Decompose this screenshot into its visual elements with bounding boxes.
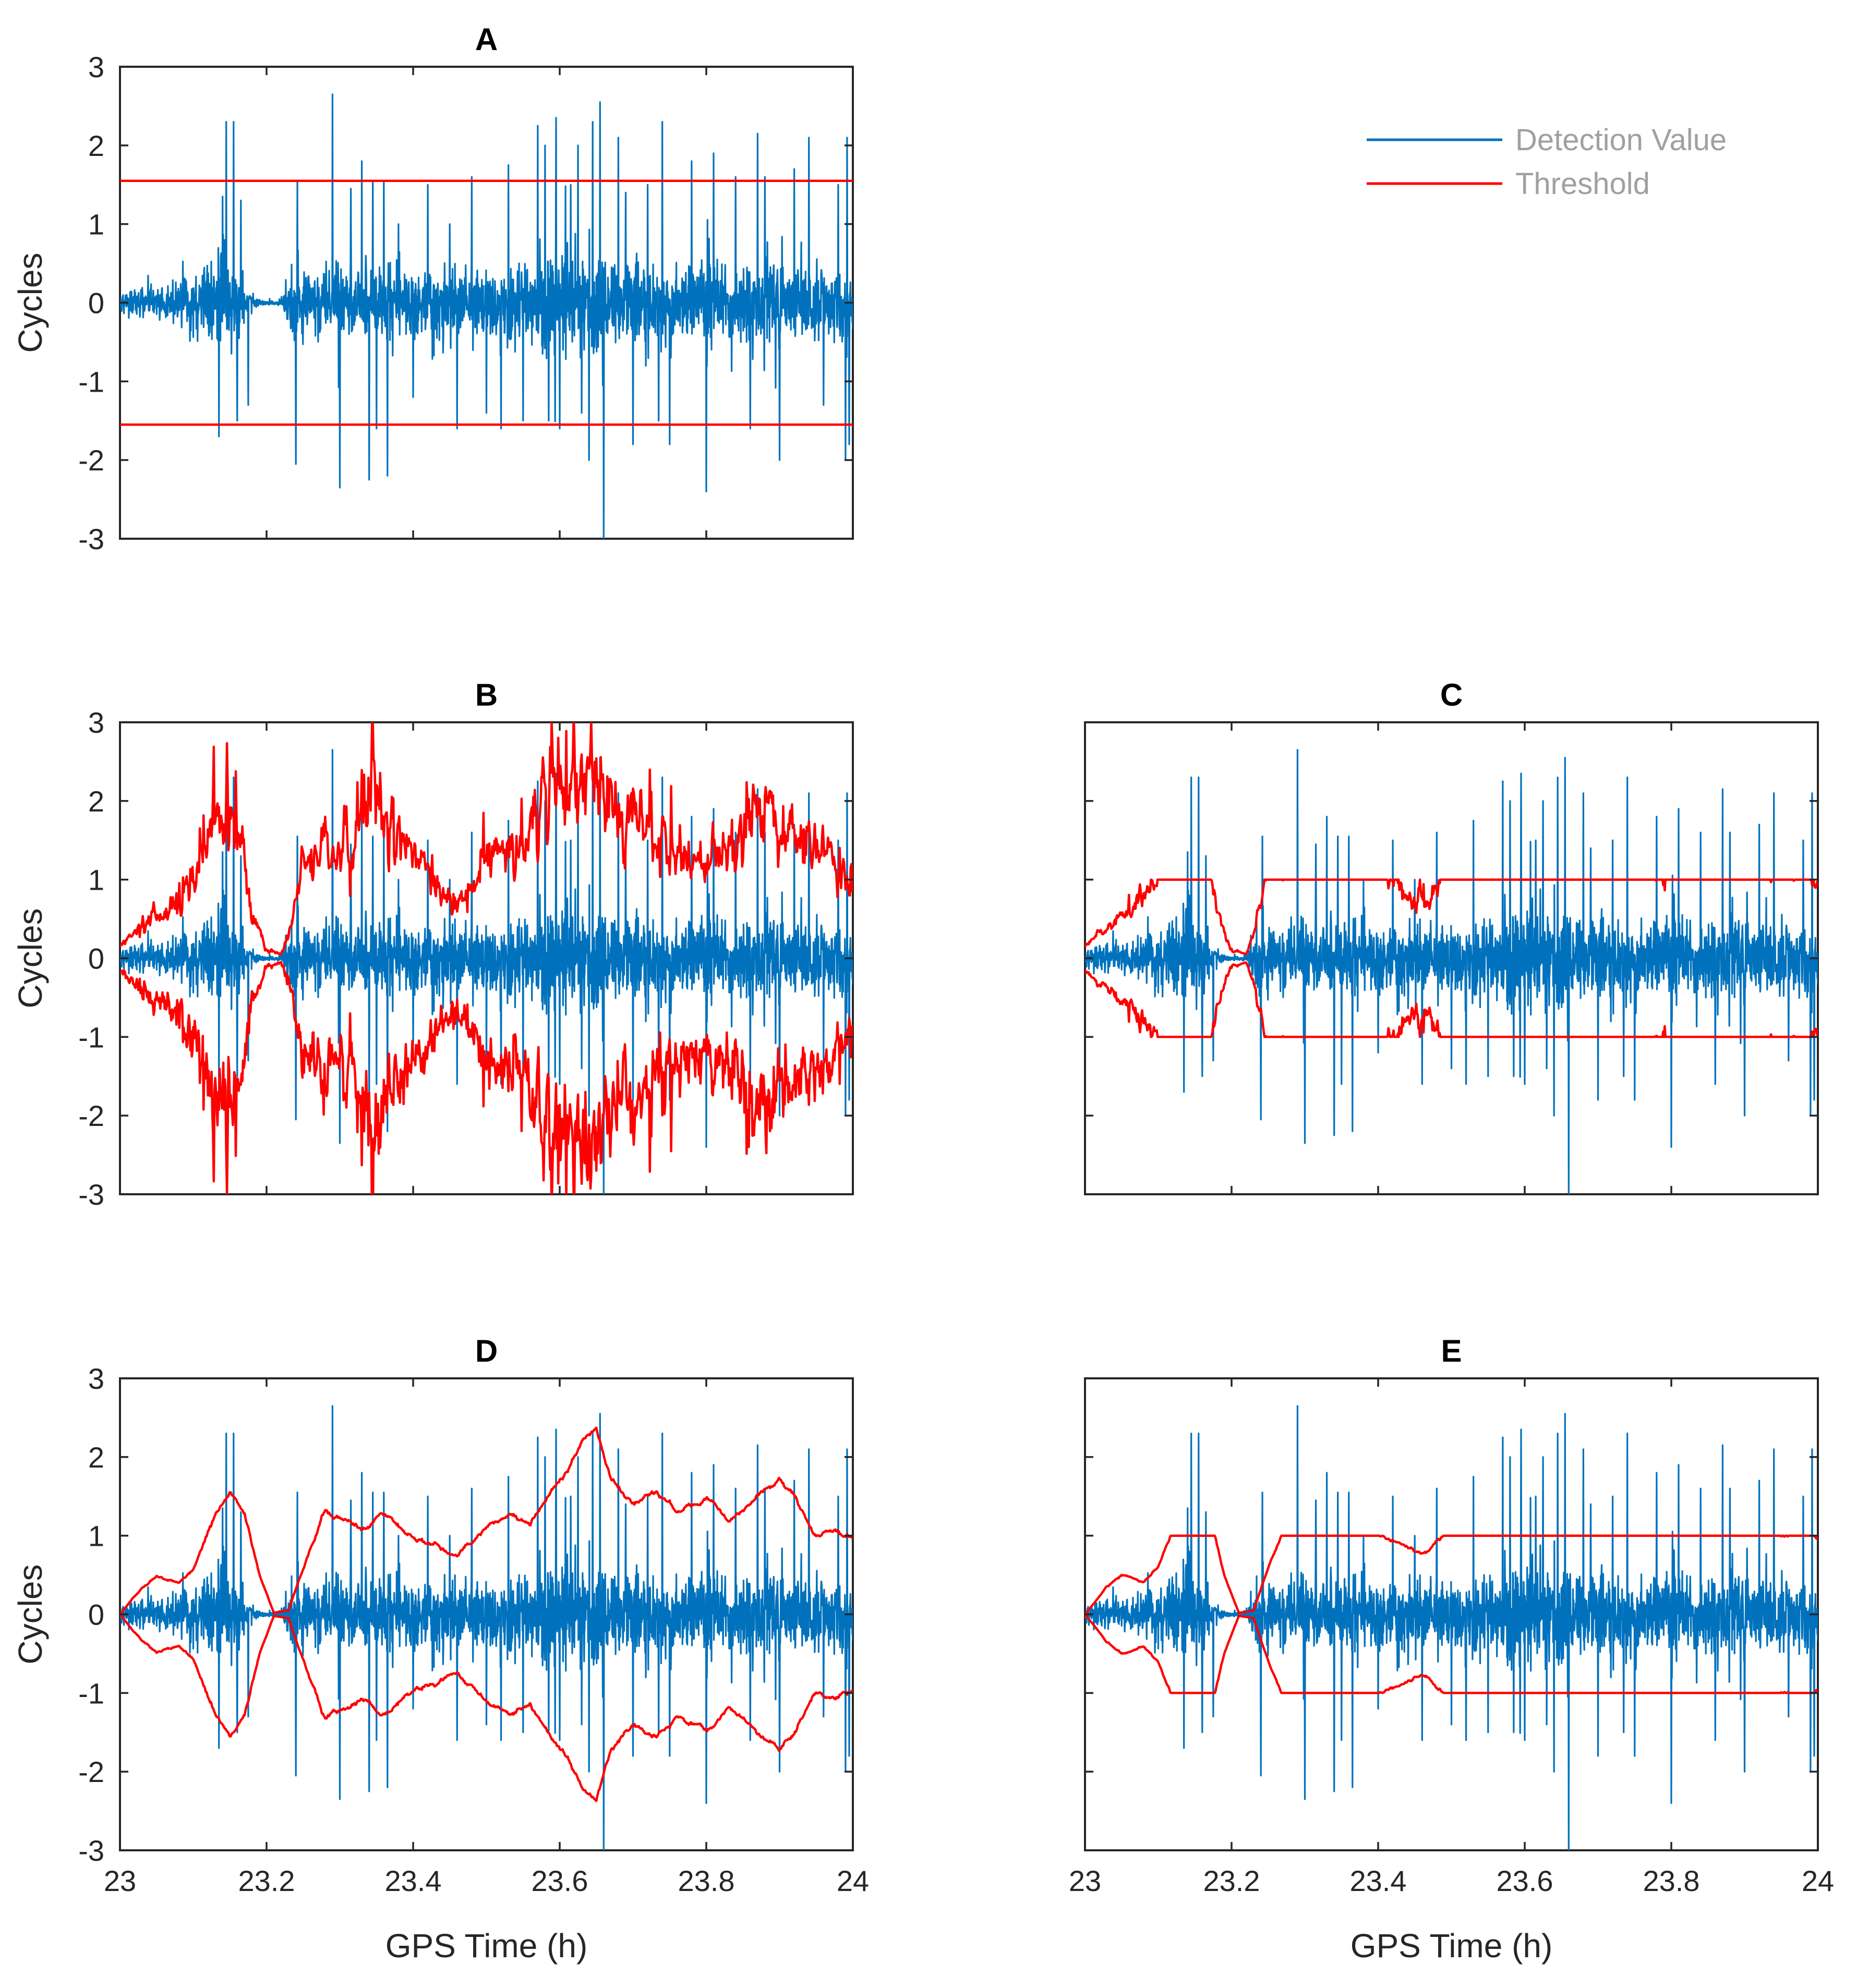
panel-d-threshold-lower <box>120 1614 853 1802</box>
panel-e-xtick-label: 24 <box>1802 1864 1834 1897</box>
panel-d-xtick-label: 23.6 <box>532 1864 588 1897</box>
panel-b-threshold-upper <box>120 722 853 956</box>
panel-a-ytick-label: -1 <box>78 365 104 398</box>
panel-b-ytick-label: 3 <box>88 706 104 739</box>
panel-a-ytick-label: 3 <box>88 51 104 83</box>
panel-a-ytick-label: 0 <box>88 287 104 320</box>
panel-d-ytick-label: 2 <box>88 1441 104 1474</box>
panel-e-xtick-label: 23.2 <box>1203 1864 1260 1897</box>
legend: Detection Value Threshold <box>1367 123 1727 201</box>
panel-e-title: E <box>1441 1334 1462 1368</box>
panel-b-plot-area <box>120 722 853 1194</box>
panel-d-xtick-label: 24 <box>837 1864 869 1897</box>
panel-a-detection-line <box>120 93 853 539</box>
panel-b-threshold-lower <box>120 961 853 1194</box>
panel-d-ylabel: Cycles <box>11 1564 49 1664</box>
panel-b-title: B <box>475 677 498 712</box>
panel-b-ytick-label: 1 <box>88 864 104 896</box>
panel-d-ytick-label: -3 <box>78 1834 104 1867</box>
panel-c-title: C <box>1440 677 1463 712</box>
panel-b-ylabel: Cycles <box>11 908 49 1008</box>
panel-b-ytick-label: -3 <box>78 1178 104 1211</box>
panel-c-detection-line <box>1085 749 1818 1194</box>
panel-d-ytick-label: 1 <box>88 1520 104 1553</box>
panel-a-ytick-label: 2 <box>88 129 104 162</box>
panel-d-detection-line <box>120 1405 853 1850</box>
panel-c-threshold-upper <box>1085 878 1818 955</box>
panel-b: -3 -2 -1 0 1 2 3 B Cycles <box>11 677 854 1211</box>
panel-e-detection-line <box>1085 1405 1818 1850</box>
panel-b-ytick-label: -2 <box>78 1099 104 1132</box>
panel-d-threshold-upper <box>120 1426 853 1615</box>
panel-e-xtick-label: 23.6 <box>1497 1864 1553 1897</box>
panel-c: C <box>1084 677 1819 1195</box>
panel-a-ylabel: Cycles <box>11 252 49 353</box>
panel-e: 23 23.2 23.4 23.6 23.8 24 E GPS Time (h) <box>1069 1334 1834 1965</box>
panel-c-threshold-lower <box>1085 961 1818 1038</box>
panel-e-threshold-upper <box>1085 1534 1818 1615</box>
panel-e-xtick-label: 23 <box>1069 1864 1101 1897</box>
panel-b-ytick-label: 2 <box>88 785 104 818</box>
panel-d: 23 23.2 23.4 23.6 23.8 24-3-2-10123DCyclesGPS… <box>11 1334 869 1965</box>
panel-d-ytick-label: -1 <box>78 1677 104 1710</box>
panel-a-title: A <box>475 22 498 57</box>
panel-e-plot-area <box>1085 1405 1818 1850</box>
panel-b-ytick-label: 0 <box>88 942 104 975</box>
panel-d-xtick-label: 23 <box>104 1864 136 1897</box>
panel-d-xtick-label: 23.2 <box>238 1864 295 1897</box>
panel-d-xtick-label: 23.4 <box>385 1864 442 1897</box>
panel-d-ytick-label: 3 <box>88 1362 104 1395</box>
panel-b-ytick-label: -1 <box>78 1021 104 1053</box>
panel-c-plot-area <box>1085 749 1818 1194</box>
panel-d-xtick-label: 23.8 <box>678 1864 735 1897</box>
panel-e-xtick-label: 23.4 <box>1350 1864 1407 1897</box>
panel-d-xlabel: GPS Time (h) <box>385 1927 588 1965</box>
panel-d-ytick-label: 0 <box>88 1598 104 1631</box>
panel-e-xlabel: GPS Time (h) <box>1350 1927 1553 1965</box>
legend-detection-label: Detection Value <box>1515 123 1727 157</box>
panel-a-ytick-label: 1 <box>88 208 104 241</box>
panel-e-threshold-lower <box>1085 1614 1818 1694</box>
panel-e-xtick-label: 23.8 <box>1643 1864 1700 1897</box>
panel-d-plot-area <box>120 1405 853 1850</box>
panel-a: -3 -2 -1 0 1 2 3 A Cycles <box>11 22 854 555</box>
legend-threshold-label: Threshold <box>1515 167 1650 201</box>
panel-a-plot-area <box>120 93 853 539</box>
panel-a-ytick-label: -2 <box>78 444 104 477</box>
panel-a-ytick-label: -3 <box>78 523 104 555</box>
panel-d-ytick-label: -2 <box>78 1755 104 1788</box>
panel-d-title: D <box>475 1334 498 1368</box>
